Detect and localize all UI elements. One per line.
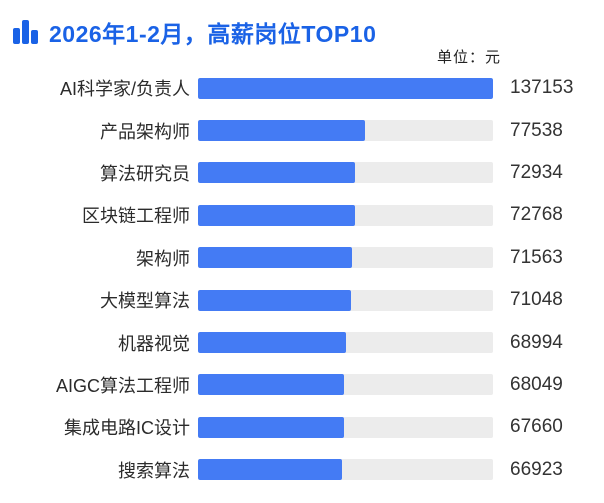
table-row: 集成电路IC设计 67660 — [0, 406, 604, 448]
table-row: 产品架构师 77538 — [0, 109, 604, 151]
table-row: AI科学家/负责人 137153 — [0, 67, 604, 109]
table-row: 算法研究员 72934 — [0, 152, 604, 194]
bar-track — [198, 77, 493, 99]
value-label: 72934 — [510, 161, 563, 183]
bar-track — [198, 247, 493, 269]
value-label: 137153 — [510, 77, 574, 99]
category-label: 集成电路IC设计 — [64, 418, 190, 439]
value-label: 66923 — [510, 458, 563, 480]
category-label: 区块链工程师 — [82, 206, 190, 227]
value-label: 68049 — [510, 373, 563, 395]
bar-track — [198, 459, 493, 481]
bar-fill — [198, 120, 365, 142]
bar-chart-icon — [13, 20, 38, 44]
bar-fill — [198, 459, 342, 481]
table-row: 架构师 71563 — [0, 237, 604, 279]
value-label: 71563 — [510, 246, 563, 268]
value-label: 77538 — [510, 119, 563, 141]
bar-fill — [198, 332, 347, 354]
table-row: 机器视觉 68994 — [0, 321, 604, 363]
category-label: 机器视觉 — [118, 333, 190, 354]
bar-track — [198, 120, 493, 142]
header: 2026年1-2月，高薪岗位TOP10 — [10, 15, 376, 49]
table-row: 大模型算法 71048 — [0, 279, 604, 321]
bar-fill — [198, 247, 352, 269]
value-label: 72768 — [510, 204, 563, 226]
bar-track — [198, 374, 493, 396]
category-label: 算法研究员 — [100, 163, 190, 184]
bar-fill — [198, 77, 493, 99]
value-label: 71048 — [510, 289, 563, 311]
table-row: 搜索算法 66923 — [0, 449, 604, 491]
bar-fill — [198, 416, 344, 438]
category-label: 搜索算法 — [118, 460, 190, 481]
category-label: 大模型算法 — [100, 291, 190, 312]
bar-fill — [198, 289, 351, 311]
table-row: 区块链工程师 72768 — [0, 194, 604, 236]
value-label: 67660 — [510, 416, 563, 438]
unit-label: 单位：元 — [436, 49, 501, 66]
bar-fill — [198, 374, 345, 396]
category-label: 产品架构师 — [100, 121, 190, 142]
category-label: AIGC算法工程师 — [55, 375, 190, 396]
bar-fill — [198, 162, 355, 184]
bar-chart: AI科学家/负责人 137153 产品架构师 77538 算法研究员 72934… — [0, 67, 604, 491]
category-label: AI科学家/负责人 — [59, 79, 190, 100]
value-label: 68994 — [510, 331, 563, 353]
bar-track — [198, 289, 493, 311]
page-title: 2026年1-2月，高薪岗位TOP10 — [49, 21, 377, 47]
table-row: AIGC算法工程师 68049 — [0, 364, 604, 406]
bar-track — [198, 204, 493, 226]
bar-track — [198, 416, 493, 438]
bar-fill — [198, 204, 355, 226]
bar-track — [198, 332, 493, 354]
bar-track — [198, 162, 493, 184]
category-label: 架构师 — [136, 248, 190, 269]
